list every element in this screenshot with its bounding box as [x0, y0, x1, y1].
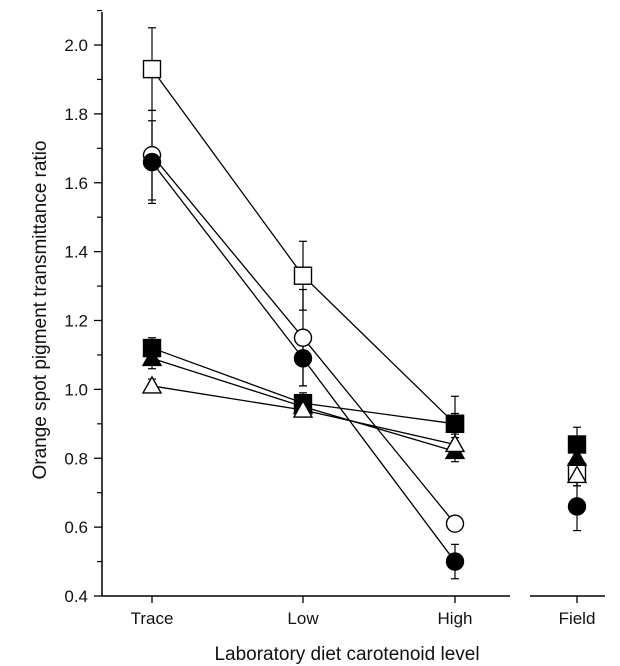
open-circle-marker	[445, 514, 465, 533]
open-triangle-marker	[292, 399, 314, 418]
x-tick-label: Trace	[131, 609, 174, 628]
y-axis-title: Orange spot pigment transmittance ratio	[30, 140, 51, 479]
y-tick-label: 1.4	[64, 243, 88, 262]
x-ticks: Trace Low High Field	[131, 596, 596, 628]
series-layer	[141, 27, 588, 580]
open-triangle-marker	[141, 375, 163, 394]
open-triangle-marker	[566, 465, 588, 484]
y-tick-label: 1.6	[64, 174, 88, 193]
y-tick-label: 0.8	[64, 449, 88, 468]
filled-circle-marker	[293, 349, 313, 368]
y-tick-label: 1.8	[64, 105, 88, 124]
y-tick-label: 2.0	[64, 36, 88, 55]
open-square-marker	[293, 266, 313, 285]
x-tick-label: High	[438, 609, 473, 628]
x-tick-label: Field	[559, 609, 596, 628]
y-tick-label: 0.4	[64, 587, 88, 606]
x-axis-title: Laboratory diet carotenoid level	[214, 644, 479, 665]
open-triangle-marker	[444, 434, 466, 453]
y-ticks: 0.4 0.6 0.8 1.0 1.2 1.4 1.6 1.8 2.0	[64, 9, 102, 606]
x-tick-label: Low	[287, 609, 319, 628]
y-tick-label: 0.6	[64, 518, 88, 537]
y-tick-label: 1.2	[64, 312, 88, 331]
filled-circle-marker	[445, 552, 465, 571]
open-square-marker	[142, 59, 162, 79]
filled-triangle-marker	[141, 347, 163, 367]
filled-circle-marker	[567, 497, 587, 516]
filled-square-marker	[445, 414, 465, 434]
filled-circle-marker	[142, 152, 162, 172]
axes	[101, 12, 605, 597]
y-tick-label: 1.0	[64, 380, 88, 399]
open-circle-marker	[293, 328, 313, 347]
